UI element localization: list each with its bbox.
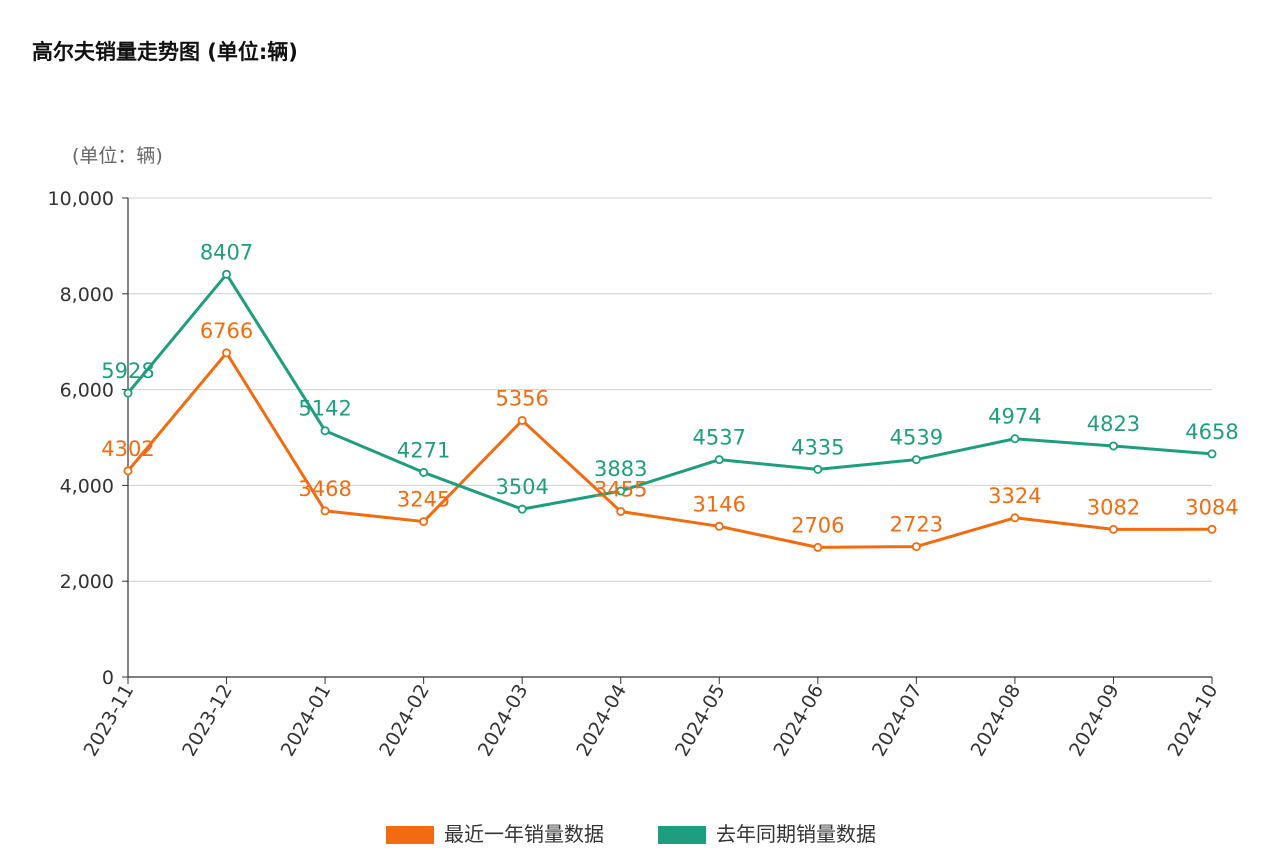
data-label: 3084 xyxy=(1185,495,1238,519)
legend-swatch-last-year[interactable] xyxy=(658,826,706,844)
data-label: 3324 xyxy=(988,484,1041,508)
data-label: 8407 xyxy=(200,240,253,264)
data-point[interactable] xyxy=(1108,524,1118,534)
series-line-0 xyxy=(126,351,1214,549)
x-tick-label: 2024-10 xyxy=(1164,681,1223,761)
data-label: 4539 xyxy=(890,426,943,450)
x-tick-label: 2023-11 xyxy=(80,681,139,761)
x-tick-label: 2024-07 xyxy=(868,681,927,761)
x-tick-label: 2024-09 xyxy=(1065,681,1124,761)
data-point[interactable] xyxy=(616,507,626,517)
grid-lines xyxy=(128,197,1212,582)
data-point[interactable] xyxy=(123,466,133,476)
data-point[interactable] xyxy=(616,486,626,496)
data-point[interactable] xyxy=(222,269,232,279)
x-tick-label: 2024-08 xyxy=(966,681,1025,761)
data-point[interactable] xyxy=(222,348,232,358)
x-tick-label: 2024-04 xyxy=(572,681,631,761)
data-point[interactable] xyxy=(419,517,429,527)
x-tick-label: 2024-01 xyxy=(277,681,336,761)
page-title: 高尔夫销量走势图 (单位:辆) xyxy=(32,40,298,64)
data-point[interactable] xyxy=(419,467,429,477)
data-label: 4302 xyxy=(101,437,154,461)
data-point[interactable] xyxy=(813,464,823,474)
data-point[interactable] xyxy=(911,542,921,552)
data-point[interactable] xyxy=(911,455,921,465)
data-label: 3883 xyxy=(594,457,647,481)
data-point[interactable] xyxy=(1010,513,1020,523)
y-axis-unit-label: (单位：辆) xyxy=(72,145,163,167)
legend-swatch-recent[interactable] xyxy=(386,826,434,844)
data-label: 4271 xyxy=(397,438,450,462)
data-point[interactable] xyxy=(517,504,527,514)
data-label: 4974 xyxy=(988,405,1041,429)
data-label: 2723 xyxy=(890,513,943,537)
x-tick-label: 2024-05 xyxy=(671,681,730,761)
data-point[interactable] xyxy=(320,426,330,436)
x-tick-labels: 2023-11 2023-12 2024-01 2024-02 2024-03 2024-… xyxy=(80,681,1223,761)
x-tick-label: 2023-12 xyxy=(178,681,237,761)
data-point[interactable] xyxy=(320,506,330,516)
axes xyxy=(122,197,1213,684)
legend-label-recent[interactable]: 最近一年销量数据 xyxy=(444,822,604,846)
legend: 最近一年销量数据 去年同期销量数据 xyxy=(386,822,876,846)
legend-label-last-year[interactable]: 去年同期销量数据 xyxy=(716,822,876,846)
data-label: 3082 xyxy=(1087,495,1140,519)
data-point[interactable] xyxy=(1207,524,1217,534)
data-label: 5928 xyxy=(101,359,154,383)
x-tick-label: 2024-06 xyxy=(769,681,828,761)
data-label: 5356 xyxy=(495,386,548,410)
series-lines xyxy=(126,272,1214,549)
data-point[interactable] xyxy=(517,415,527,425)
data-points xyxy=(123,269,1217,552)
data-label: 4823 xyxy=(1087,412,1140,436)
data-label: 4335 xyxy=(791,435,844,459)
y-tick-labels: 0 2,000 4,000 6,000 8,000 10,000 xyxy=(48,188,114,689)
y-tick-label: 6,000 xyxy=(60,380,114,402)
data-point[interactable] xyxy=(1207,449,1217,459)
data-label: 3468 xyxy=(298,477,351,501)
data-point[interactable] xyxy=(714,521,724,531)
data-labels: 4302 6766 3468 3245 5356 3455 3146 2706 2723 3324… xyxy=(101,240,1238,537)
data-label: 4658 xyxy=(1185,420,1238,444)
y-tick-label: 4,000 xyxy=(60,475,114,497)
data-label: 3504 xyxy=(495,475,548,499)
data-point[interactable] xyxy=(813,542,823,552)
y-tick-label: 8,000 xyxy=(60,284,114,306)
x-tick-label: 2024-02 xyxy=(375,681,434,761)
data-point[interactable] xyxy=(123,388,133,398)
data-label: 4537 xyxy=(693,426,746,450)
data-label: 6766 xyxy=(200,319,253,343)
data-label: 3455 xyxy=(594,478,647,502)
data-point[interactable] xyxy=(714,455,724,465)
data-label: 2706 xyxy=(791,513,844,537)
data-label: 3245 xyxy=(397,488,450,512)
data-label: 5142 xyxy=(298,397,351,421)
data-point[interactable] xyxy=(1010,434,1020,444)
y-tick-label: 0 xyxy=(102,667,114,689)
x-tick-label: 2024-03 xyxy=(474,681,533,761)
data-point[interactable] xyxy=(1108,441,1118,451)
y-tick-label: 10,000 xyxy=(48,188,114,210)
data-label: 3146 xyxy=(693,492,746,516)
y-tick-label: 2,000 xyxy=(60,571,114,593)
series-line-1 xyxy=(126,272,1214,511)
